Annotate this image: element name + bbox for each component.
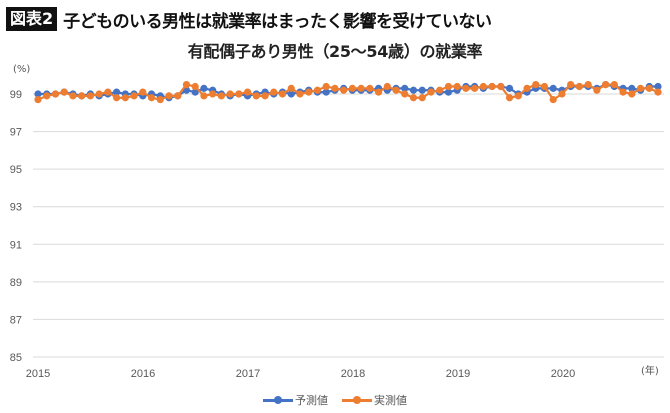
svg-text:91: 91 <box>10 239 22 251</box>
svg-text:85: 85 <box>10 352 22 364</box>
legend-label-actual: 実測値 <box>374 394 407 407</box>
gridlines <box>33 93 664 358</box>
figure-header: 図表2 子どものいる男性は就業率はまったく影響を受けていない <box>6 7 492 32</box>
svg-text:93: 93 <box>10 202 22 214</box>
figure-headline: 子どものいる男性は就業率はまったく影響を受けていない <box>63 11 492 32</box>
svg-text:2017: 2017 <box>236 368 260 380</box>
legend-item-actual[interactable]: 実測値 <box>342 392 407 408</box>
actual-line-marker-icon <box>342 395 372 404</box>
y-axis-unit: (%) <box>13 64 31 75</box>
x-axis-ticks: 2015 2016 2017 2018 2019 2020 <box>26 368 575 380</box>
legend-label-forecast: 予測値 <box>295 394 328 407</box>
svg-text:2015: 2015 <box>26 368 50 380</box>
svg-text:97: 97 <box>10 127 22 139</box>
svg-text:2019: 2019 <box>446 368 470 380</box>
legend-item-forecast[interactable]: 予測値 <box>263 392 328 408</box>
svg-text:87: 87 <box>10 314 22 326</box>
svg-text:2020: 2020 <box>551 368 575 380</box>
x-axis-unit: (年) <box>641 366 659 377</box>
svg-text:95: 95 <box>10 164 22 176</box>
legend: 予測値 実測値 <box>0 392 670 408</box>
svg-text:2016: 2016 <box>131 368 155 380</box>
figure-badge: 図表2 <box>6 7 58 31</box>
svg-text:99: 99 <box>10 89 22 101</box>
y-axis-ticks: 85 87 89 91 93 95 97 99 <box>10 89 22 364</box>
series-lines <box>34 81 662 104</box>
forecast-line-marker-icon <box>263 395 293 404</box>
svg-text:2018: 2018 <box>341 368 365 380</box>
svg-text:89: 89 <box>10 277 22 289</box>
chart-title: 有配偶子あり男性（25〜54歳）の就業率 <box>187 42 483 61</box>
